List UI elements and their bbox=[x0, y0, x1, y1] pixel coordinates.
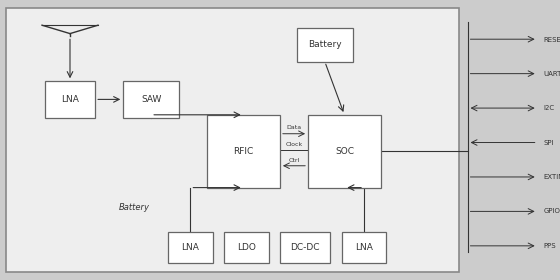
Text: LNA: LNA bbox=[355, 243, 373, 252]
Text: PPS: PPS bbox=[543, 243, 556, 249]
FancyBboxPatch shape bbox=[207, 115, 280, 188]
Text: RFIC: RFIC bbox=[234, 147, 254, 156]
Text: Clock: Clock bbox=[286, 142, 302, 147]
FancyBboxPatch shape bbox=[342, 232, 386, 263]
Text: I2C: I2C bbox=[543, 105, 554, 111]
Text: Battery: Battery bbox=[119, 203, 150, 212]
Text: Battery: Battery bbox=[308, 40, 342, 49]
FancyBboxPatch shape bbox=[6, 8, 459, 272]
Text: SOC: SOC bbox=[335, 147, 354, 156]
FancyBboxPatch shape bbox=[224, 232, 269, 263]
FancyBboxPatch shape bbox=[308, 115, 381, 188]
Text: LNA: LNA bbox=[61, 95, 79, 104]
Text: RESET_N: RESET_N bbox=[543, 36, 560, 43]
Text: LNA: LNA bbox=[181, 243, 199, 252]
Text: Data: Data bbox=[286, 125, 302, 130]
Text: EXTINC: EXTINC bbox=[543, 174, 560, 180]
Text: UART: UART bbox=[543, 71, 560, 77]
FancyBboxPatch shape bbox=[45, 81, 95, 118]
FancyBboxPatch shape bbox=[297, 28, 353, 62]
Text: DC-DC: DC-DC bbox=[291, 243, 320, 252]
Text: LDO: LDO bbox=[237, 243, 256, 252]
Text: SPI: SPI bbox=[543, 139, 554, 146]
Text: Ctrl: Ctrl bbox=[288, 158, 300, 163]
FancyBboxPatch shape bbox=[123, 81, 179, 118]
FancyBboxPatch shape bbox=[168, 232, 213, 263]
FancyBboxPatch shape bbox=[280, 232, 330, 263]
Text: SAW: SAW bbox=[141, 95, 161, 104]
Text: GPIO: GPIO bbox=[543, 208, 560, 214]
